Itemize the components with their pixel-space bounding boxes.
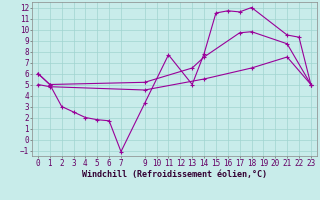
X-axis label: Windchill (Refroidissement éolien,°C): Windchill (Refroidissement éolien,°C) xyxy=(82,170,267,179)
